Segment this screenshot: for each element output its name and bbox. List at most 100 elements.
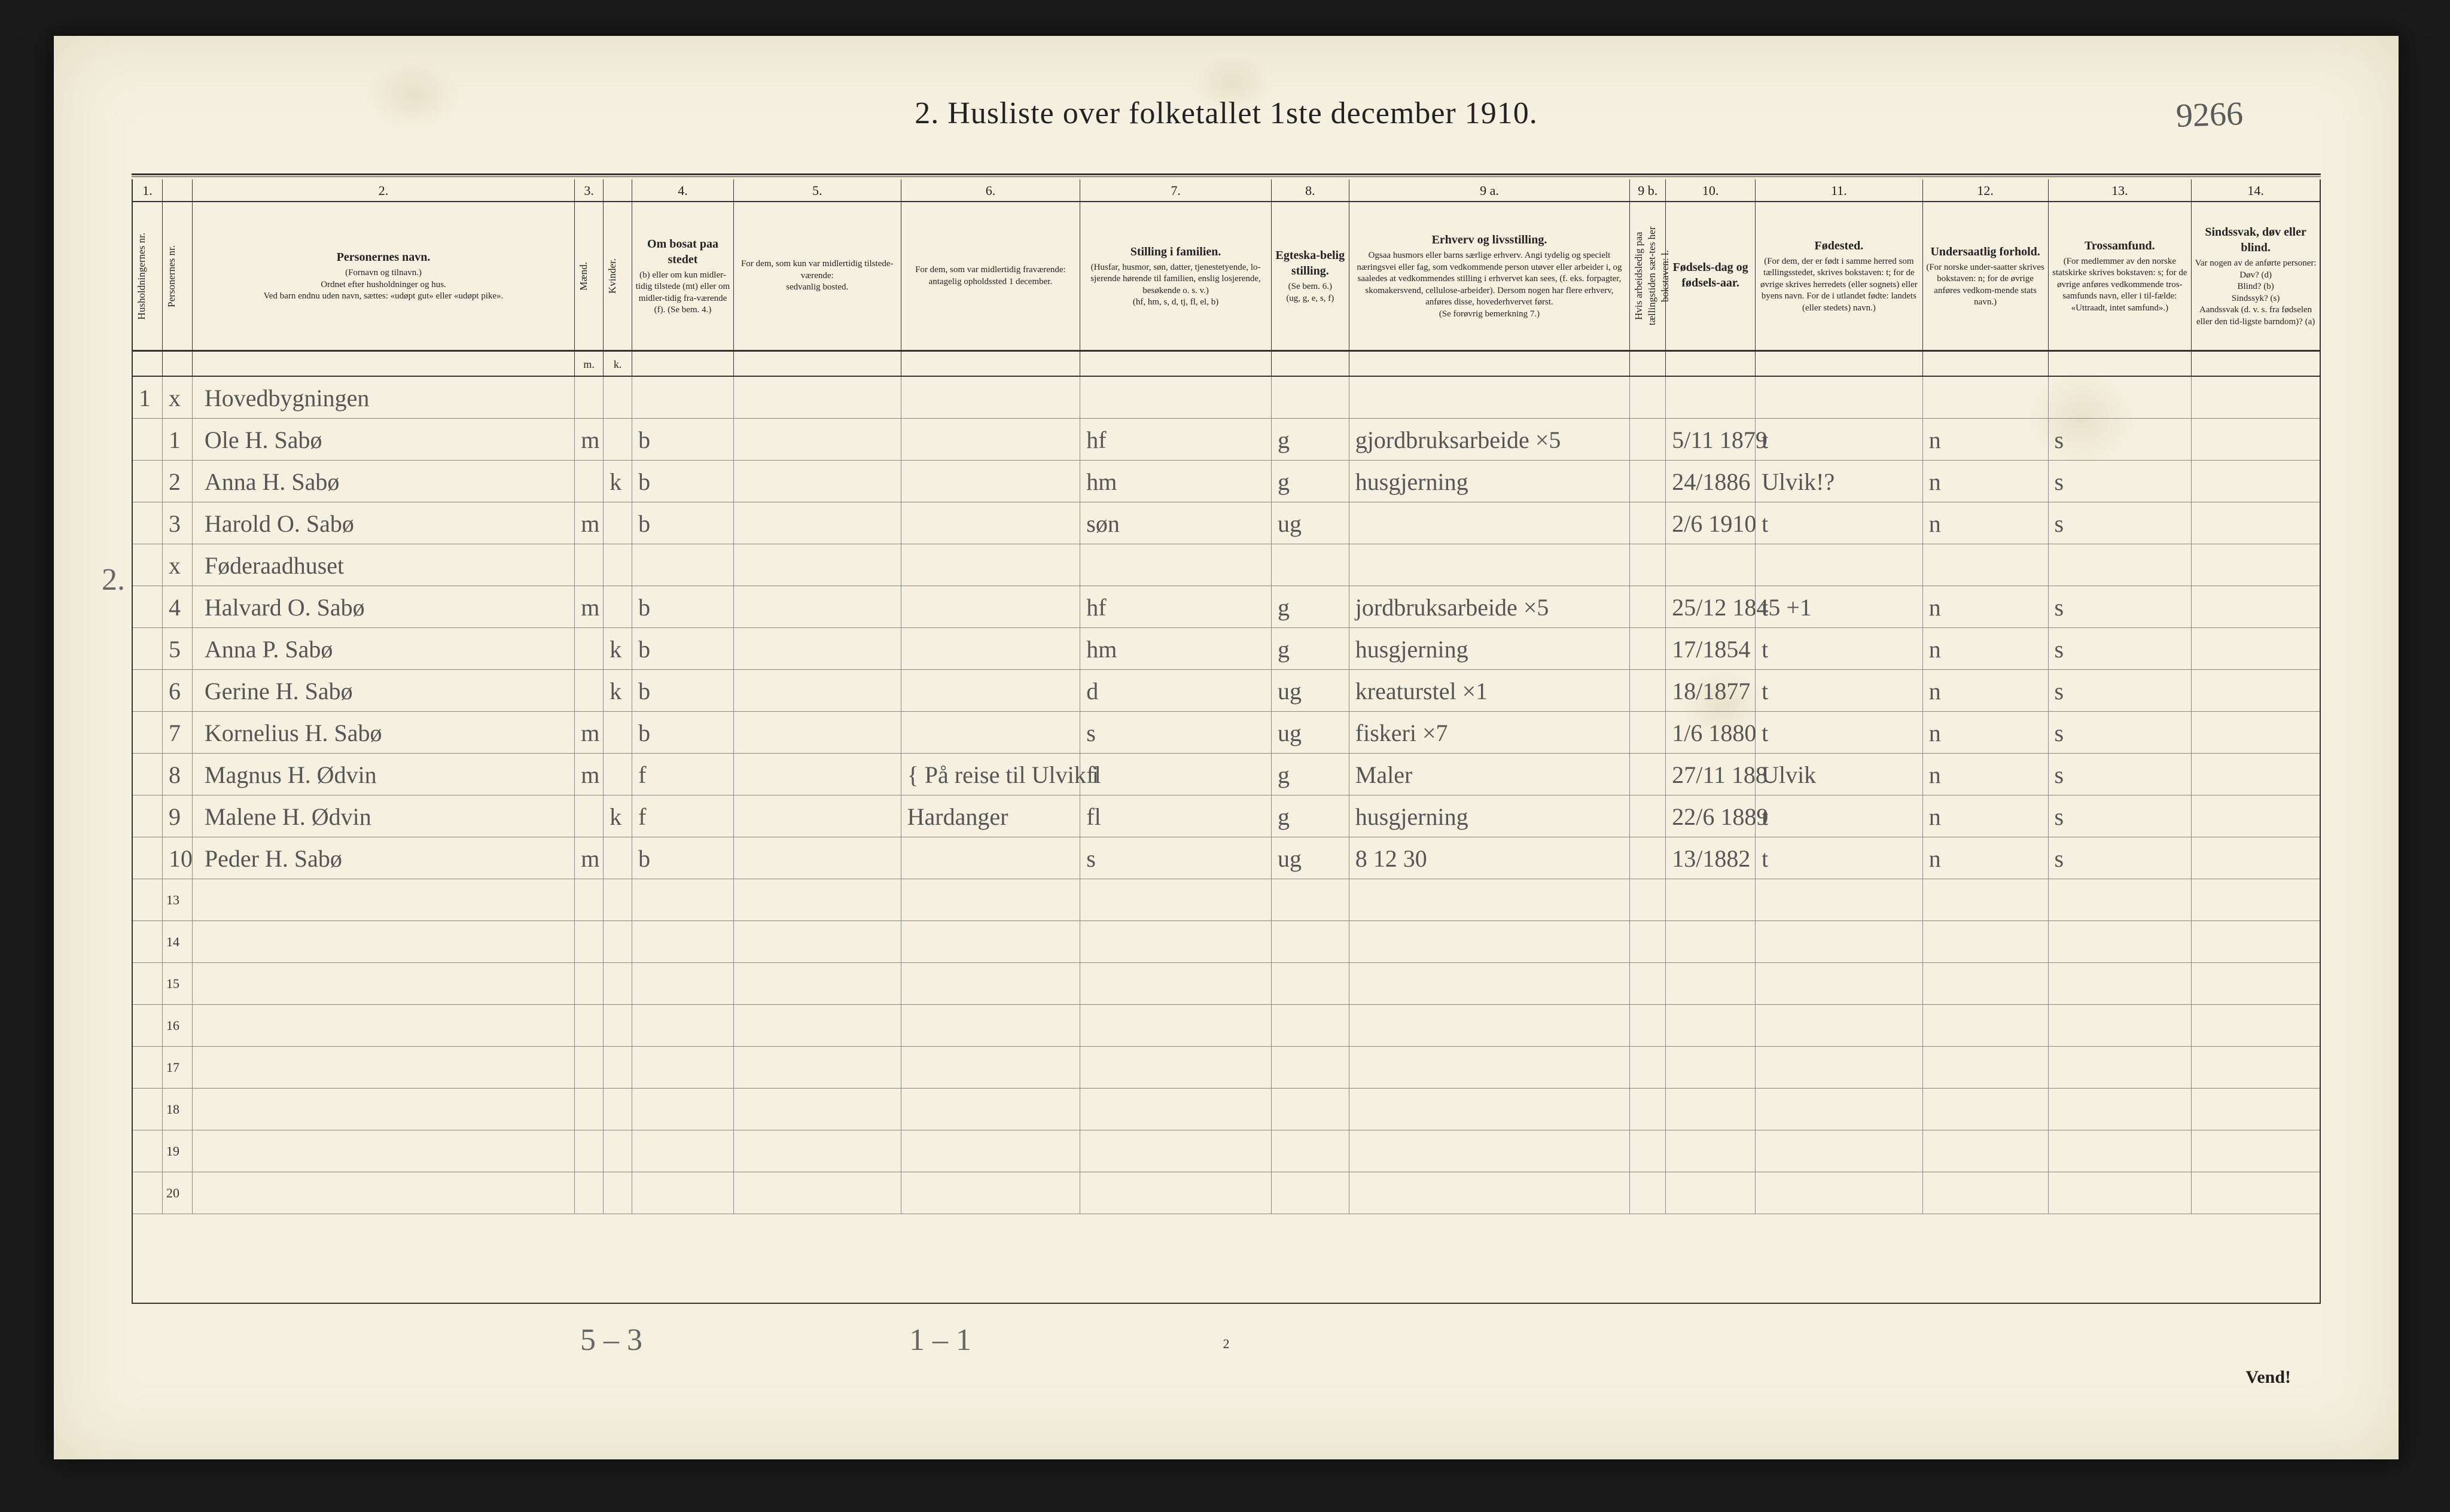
handwritten-value: Kornelius H. Sabø bbox=[205, 719, 382, 747]
table-row-empty: 17 bbox=[133, 1047, 2320, 1089]
table-cell bbox=[1630, 544, 1666, 586]
table-cell bbox=[133, 628, 163, 669]
table-cell: d bbox=[1080, 670, 1272, 711]
handwritten-value: m bbox=[581, 510, 599, 538]
table-cell bbox=[604, 586, 632, 627]
handwritten-value: n bbox=[1929, 677, 1941, 705]
table-cell bbox=[575, 1005, 604, 1046]
table-cell: 3 bbox=[163, 502, 193, 544]
column-number bbox=[163, 179, 193, 201]
table-cell bbox=[133, 586, 163, 627]
column-number: 1. bbox=[133, 179, 163, 201]
handwritten-value: 3 bbox=[169, 510, 181, 538]
table-cell: m bbox=[575, 712, 604, 753]
table-cell bbox=[1923, 1130, 2049, 1172]
table-cell bbox=[734, 921, 901, 962]
handwritten-value: n bbox=[1929, 593, 1941, 621]
table-cell: 14 bbox=[163, 921, 193, 962]
table-cell: ug bbox=[1272, 712, 1349, 753]
printed-row-number: 19 bbox=[166, 1144, 179, 1159]
table-cell bbox=[901, 628, 1081, 669]
handwritten-value: t bbox=[1762, 845, 1768, 873]
handwritten-value: b bbox=[638, 845, 650, 873]
table-cell: n bbox=[1923, 502, 2049, 544]
table-cell bbox=[1630, 670, 1666, 711]
table-cell bbox=[133, 1089, 163, 1130]
handwritten-value: m bbox=[581, 761, 599, 789]
table-cell bbox=[604, 502, 632, 544]
table-cell bbox=[604, 921, 632, 962]
footer-tally-mid: 1 – 1 bbox=[909, 1322, 971, 1358]
table-cell bbox=[1666, 921, 1756, 962]
table-cell: hm bbox=[1080, 628, 1272, 669]
table-cell bbox=[734, 837, 901, 879]
table-cell bbox=[632, 1172, 734, 1214]
table-row: 7Kornelius H. Sabømbsugfiskeri ×71/6 188… bbox=[133, 712, 2320, 754]
column-header: Fødested.(For dem, der er født i samme h… bbox=[1756, 202, 1923, 350]
table-cell bbox=[1756, 1172, 1923, 1214]
handwritten-value: s bbox=[1086, 845, 1096, 873]
table-cell: Hovedbygningen bbox=[193, 377, 575, 418]
table-cell: m bbox=[575, 502, 604, 544]
table-cell: n bbox=[1923, 586, 2049, 627]
handwritten-value: Peder H. Sabø bbox=[205, 845, 342, 873]
table-cell bbox=[901, 502, 1081, 544]
table-cell: s bbox=[2049, 754, 2192, 795]
handwritten-value: 5 bbox=[169, 635, 181, 663]
subheader-row: m.k. bbox=[133, 352, 2320, 377]
handwritten-value: jordbruksarbeide ×5 bbox=[1355, 593, 1549, 621]
table-cell: 5/11 1879 bbox=[1666, 419, 1756, 460]
handwritten-value: b bbox=[638, 677, 650, 705]
table-cell: k bbox=[604, 670, 632, 711]
table-cell bbox=[133, 1172, 163, 1214]
table-cell bbox=[604, 837, 632, 879]
table-cell bbox=[1630, 712, 1666, 753]
handwritten-value: Gerine H. Sabø bbox=[205, 677, 353, 705]
handwritten-value: b bbox=[638, 510, 650, 538]
handwritten-value: f bbox=[638, 803, 646, 831]
handwritten-value: 1/6 1880 bbox=[1672, 719, 1756, 747]
table-cell bbox=[193, 879, 575, 920]
table-cell bbox=[1923, 377, 2049, 418]
table-cell: kreaturstel ×1 bbox=[1349, 670, 1630, 711]
table-cell bbox=[193, 1172, 575, 1214]
table-cell bbox=[1080, 1172, 1272, 1214]
table-cell: hm bbox=[1080, 461, 1272, 502]
table-cell bbox=[2049, 1172, 2192, 1214]
handwritten-value: t bbox=[1762, 677, 1768, 705]
table-cell: fiskeri ×7 bbox=[1349, 712, 1630, 753]
table-cell bbox=[604, 419, 632, 460]
census-page: 2. Husliste over folketallet 1ste decemb… bbox=[54, 36, 2399, 1459]
table-row: 6Gerine H. Sabøkbdugkreaturstel ×118/187… bbox=[133, 670, 2320, 712]
table-cell: { På reise til Ulvik i bbox=[901, 754, 1081, 795]
table-cell: Harold O. Sabø bbox=[193, 502, 575, 544]
subheader-cell bbox=[632, 352, 734, 376]
printed-row-number: 13 bbox=[166, 892, 179, 908]
handwritten-value: Hardanger bbox=[907, 803, 1008, 831]
handwritten-value: n bbox=[1929, 635, 1941, 663]
handwritten-value: t bbox=[1762, 593, 1768, 621]
handwritten-value: 10 bbox=[169, 845, 193, 873]
table-cell bbox=[1923, 1047, 2049, 1088]
table-row: 4Halvard O. Sabømbhfgjordbruksarbeide ×5… bbox=[133, 586, 2320, 628]
table-cell bbox=[901, 377, 1081, 418]
subheader-cell bbox=[1349, 352, 1630, 376]
handwritten-value: s bbox=[2055, 845, 2064, 873]
handwritten-value: 5/11 1879 bbox=[1672, 426, 1768, 454]
table-cell bbox=[2049, 1005, 2192, 1046]
handwritten-value: Anna P. Sabø bbox=[205, 635, 333, 663]
handwritten-value: husgjerning bbox=[1355, 635, 1468, 663]
table-cell bbox=[133, 754, 163, 795]
handwritten-value: b bbox=[638, 426, 650, 454]
table-cell bbox=[1272, 1005, 1349, 1046]
table-cell: k bbox=[604, 461, 632, 502]
table-cell bbox=[901, 586, 1081, 627]
table-cell bbox=[734, 1005, 901, 1046]
data-rows: 1xHovedbygningen1Ole H. Sabømbhfggjordbr… bbox=[133, 377, 2320, 1214]
table-row: 3Harold O. Sabømbsønug2/6 1910tns bbox=[133, 502, 2320, 544]
table-cell: 22/6 1889 bbox=[1666, 795, 1756, 837]
table-cell: g bbox=[1272, 461, 1349, 502]
table-cell bbox=[1666, 1172, 1756, 1214]
subheader-cell bbox=[163, 352, 193, 376]
handwritten-value: s bbox=[2055, 761, 2064, 789]
